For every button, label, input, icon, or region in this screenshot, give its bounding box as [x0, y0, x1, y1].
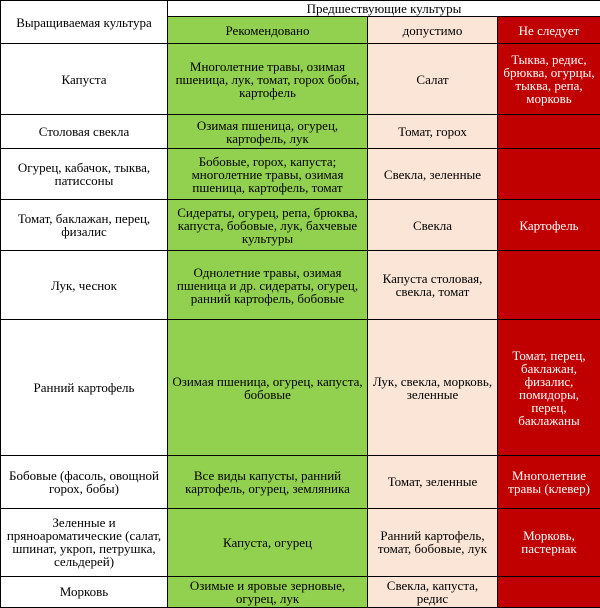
acceptable-column-header: допустимо [367, 16, 498, 44]
crop-name-cell: Бобовые (фасоль, овощной горох, бобы) [0, 454, 168, 509]
recommended-cell: Бобовые, горох, капуста; многолетние тра… [167, 148, 368, 201]
not-recommended-cell [496, 250, 600, 321]
crop-name-cell: Зеленные и пряноароматические (салат, шп… [0, 507, 168, 577]
acceptable-cell: Капуста столовая, свекла, томат [367, 250, 498, 321]
acceptable-cell: Свекла, капуста, редис [367, 575, 498, 608]
recommended-cell: Многолетние травы, озимая пшеница, лук, … [167, 42, 368, 116]
crop-column-header: Выращиваемая культура [0, 0, 168, 44]
table-row: Бобовые (фасоль, овощной горох, бобы) Вс… [0, 454, 600, 509]
crop-name-cell: Капуста [0, 42, 168, 116]
crop-name-cell: Огурец, кабачок, тыква, патиссоны [0, 148, 168, 201]
table-subheader-row: Рекомендовано допустимо Не следует [1, 16, 600, 44]
table-row: Огурец, кабачок, тыква, патиссоны Бобовы… [0, 148, 600, 201]
previous-crops-header: Предшествующие культуры [166, 0, 600, 17]
table-row: Лук, чеснок Однолетние травы, озимая пше… [0, 250, 600, 321]
acceptable-cell: Ранний картофель, томат, бобовые, лук [367, 507, 498, 577]
not-recommended-cell: Картофель [496, 199, 600, 252]
table-header-row: Выращиваемая культура Предшествующие кул… [0, 0, 600, 44]
crop-name-cell: Столовая свекла [0, 114, 168, 150]
table-row: Томат, баклажан, перец, физалис Сидераты… [0, 199, 600, 252]
table-row: Капуста Многолетние травы, озимая пшениц… [0, 42, 600, 116]
acceptable-cell: Свекла [367, 199, 498, 252]
not-recommended-cell: Морковь, пастернак [496, 507, 600, 577]
recommended-cell: Капуста, огурец [167, 507, 368, 577]
recommended-cell: Озимые и яровые зерновые, огурец, лук [167, 575, 368, 608]
recommended-column-header: Рекомендовано [167, 16, 368, 44]
not-recommended-cell: Многолетние травы (клевер) [496, 454, 600, 509]
crop-name-cell: Ранний картофель [0, 319, 168, 456]
not-recommended-cell [496, 114, 600, 150]
recommended-cell: Озимая пшеница, огурец, картофель, лук [167, 114, 368, 150]
not-recommended-column-header: Не следует [496, 16, 600, 44]
recommended-cell: Сидераты, огурец, репа, брюква, капуста,… [167, 199, 368, 252]
not-recommended-cell: Томат, перец, баклажан, физалис, помидор… [496, 319, 600, 456]
crop-name-cell: Лук, чеснок [0, 250, 168, 321]
not-recommended-cell [496, 575, 600, 608]
not-recommended-cell [496, 148, 600, 201]
table-row: Ранний картофель Озимая пшеница, огурец,… [0, 319, 600, 456]
recommended-cell: Все виды капусты, ранний картофель, огур… [167, 454, 368, 509]
not-recommended-cell: Тыква, редис, брюква, огурцы, тыква, реп… [496, 42, 600, 116]
table-row: Зеленные и пряноароматические (салат, шп… [0, 507, 600, 577]
recommended-cell: Однолетние травы, озимая пшеница и др. с… [167, 250, 368, 321]
crop-name-cell: Томат, баклажан, перец, физалис [0, 199, 168, 252]
recommended-cell: Озимая пшеница, огурец, капуста, бобовые [167, 319, 368, 456]
acceptable-cell: Томат, горох [367, 114, 498, 150]
acceptable-cell: Томат, зеленные [367, 454, 498, 509]
table-row: Морковь Озимые и яровые зерновые, огурец… [0, 575, 600, 608]
crop-name-cell: Морковь [0, 575, 168, 608]
table-row: Столовая свекла Озимая пшеница, огурец, … [0, 114, 600, 150]
acceptable-cell: Свекла, зеленные [367, 148, 498, 201]
acceptable-cell: Лук, свекла, морковь, зеленные [367, 319, 498, 456]
acceptable-cell: Салат [367, 42, 498, 116]
